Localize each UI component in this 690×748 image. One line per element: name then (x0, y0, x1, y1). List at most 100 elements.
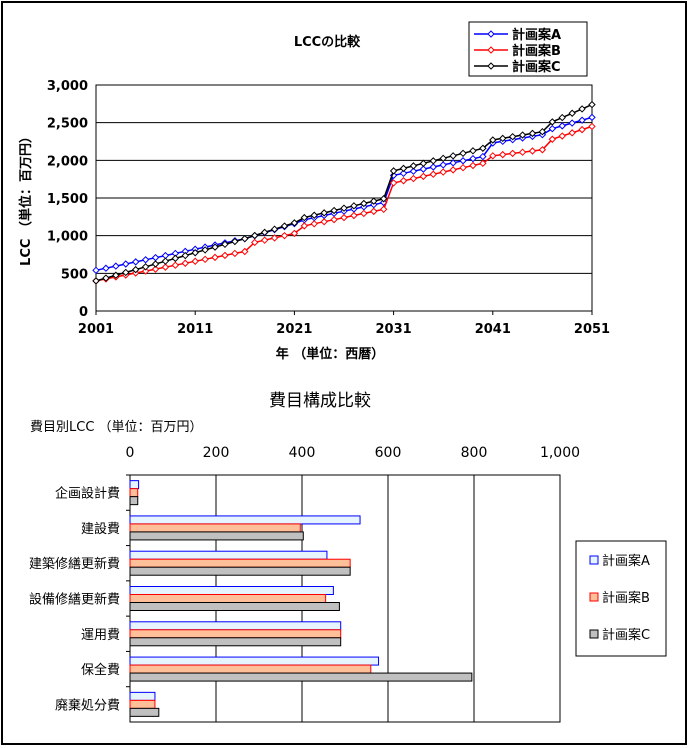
line-data-point (102, 264, 110, 272)
line-data-point (459, 163, 467, 172)
bar-x-tick-label: 600 (375, 445, 402, 461)
line-data-point (141, 256, 150, 264)
line-y-tick-label: 0 (79, 305, 88, 320)
line-data-point (439, 168, 447, 176)
bar-x-tick-labels: 0 200 400 600 800 1,000 (126, 445, 581, 461)
line-x-tick-labels: 2001 2011 2021 2031 2041 2051 (78, 311, 610, 337)
line-y-tick-label: 1,000 (47, 230, 88, 245)
line-data-point (528, 129, 537, 138)
line-data-point (429, 170, 437, 178)
line-data-point (469, 161, 477, 170)
line-data-point (379, 195, 388, 203)
line-chart-title: LCCの比較 (294, 34, 361, 50)
line-data-point (241, 247, 249, 256)
bar-legend-label: 計画案B (602, 590, 650, 606)
line-data-point (409, 174, 418, 183)
line-data-point (518, 131, 527, 139)
line-data-point (429, 163, 437, 171)
line-y-tick-labels: 0 500 1,000 1,500 2,000 2,500 3,000 (47, 79, 88, 320)
bar-A (129, 656, 380, 666)
line-data-point (499, 134, 507, 143)
line-data-point (489, 152, 497, 160)
bar-B (129, 523, 301, 533)
bar-category-label: 設備修繕更新費 (29, 592, 120, 608)
line-data-point (459, 149, 467, 158)
line-data-point (399, 169, 408, 178)
lcc-line-chart: LCCの比較 0 500 1,000 1,500 2,000 2,500 3,000 200… (18, 21, 610, 362)
bar-B (129, 629, 342, 639)
line-data-point (330, 206, 338, 215)
line-data-point (191, 249, 199, 257)
line-data-point (350, 211, 358, 220)
line-data-point (151, 265, 160, 273)
line-data-point (469, 154, 477, 163)
line-data-point (241, 234, 249, 243)
line-x-tick-label: 2041 (475, 322, 511, 337)
bar-B (129, 699, 156, 709)
bar-B (129, 664, 372, 674)
line-data-point (419, 172, 428, 181)
bar-legend-label: 計画案C (602, 627, 650, 643)
line-legend-marker (487, 46, 495, 54)
line-data-point (548, 135, 557, 143)
bar-legend-swatch (589, 555, 599, 565)
line-legend-marker (487, 30, 495, 38)
line-data-point (389, 167, 398, 175)
line-legend-label: 計画案C (512, 59, 561, 75)
line-data-point (320, 209, 328, 217)
line-x-tick-label: 2021 (276, 322, 312, 337)
line-data-point (270, 225, 279, 233)
line-data-point (290, 229, 299, 238)
bar-axis-unit-label: 費目別LCC （単位：百万円） (30, 419, 203, 435)
bar-legend-swatch (589, 629, 599, 639)
line-x-tick-label: 2001 (78, 322, 114, 337)
line-data-point (558, 132, 566, 140)
line-data-point (518, 148, 527, 156)
line-y-axis-label: LCC （単位：百万円） (18, 130, 34, 266)
line-data-point (489, 136, 497, 144)
line-data-point (360, 209, 368, 218)
bar-A (129, 515, 361, 525)
line-data-point (191, 257, 199, 265)
line-data-point (221, 251, 229, 260)
bar-C (129, 496, 139, 506)
line-data-point (161, 263, 170, 271)
line-data-point (439, 154, 447, 163)
line-y-tick-label: 2,500 (47, 117, 88, 132)
line-data-point (181, 251, 189, 260)
line-data-point (320, 218, 328, 226)
line-data-point (588, 113, 596, 122)
line-data-point (251, 231, 259, 240)
line-data-point (370, 197, 378, 205)
line-data-point (211, 243, 219, 251)
line-gridlines (96, 122, 592, 274)
line-series-group (92, 100, 596, 285)
line-data-point (429, 157, 437, 165)
line-data-point (300, 213, 309, 222)
line-y-tick-label: 500 (61, 267, 88, 282)
bar-B (129, 488, 139, 498)
bar-category-label: 運用費 (81, 628, 120, 643)
line-y-tick-label: 2,000 (47, 154, 88, 169)
bar-A (129, 621, 342, 631)
line-data-point (578, 105, 586, 113)
line-data-point (409, 167, 418, 175)
bar-category-label: 建築修繕更新費 (29, 556, 120, 572)
bar-A (129, 550, 328, 560)
bar-legend-swatch (589, 592, 599, 602)
bar-x-tick-label: 400 (289, 445, 316, 461)
bar-C (129, 707, 160, 717)
line-data-point (300, 222, 309, 230)
line-data-point (171, 254, 180, 263)
bar-C (129, 531, 304, 541)
line-data-point (419, 159, 428, 168)
line-data-point (161, 257, 170, 265)
line-data-point (141, 267, 150, 275)
line-data-point (578, 125, 586, 134)
bar-category-label: 廃棄処分費 (55, 697, 120, 713)
line-data-point (538, 146, 547, 154)
bar-chart-title: 費目構成比較 (269, 391, 371, 411)
